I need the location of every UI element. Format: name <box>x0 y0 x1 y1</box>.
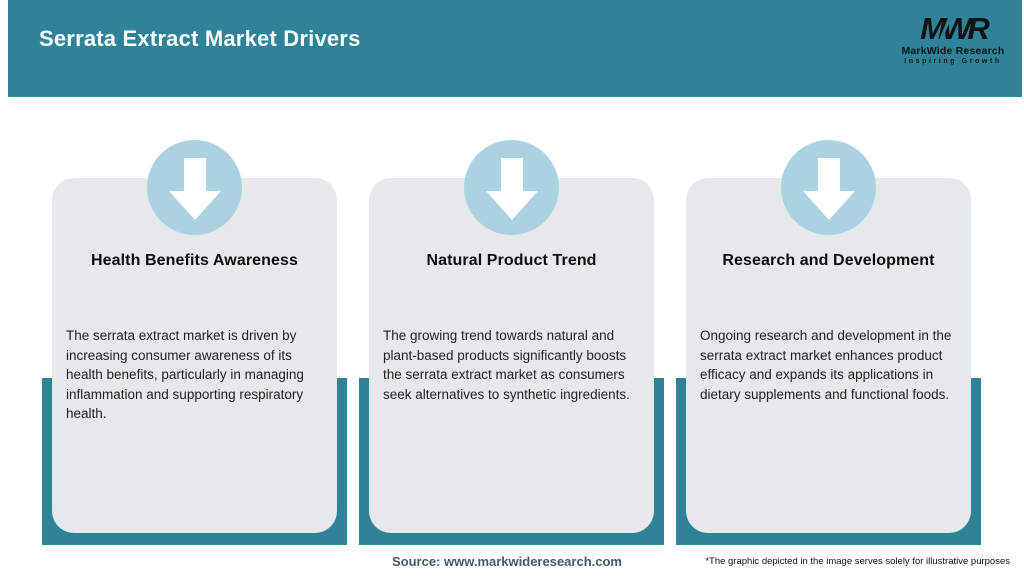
source-text: Source: www.markwideresearch.com <box>391 554 622 569</box>
header-bar: Serrata Extract Market Drivers MWR MarkW… <box>8 0 1022 97</box>
page-title: Serrata Extract Market Drivers <box>39 26 361 51</box>
down-arrow-icon <box>464 140 559 235</box>
markwide-research-logo: MWR MarkWide Research Inspiring Growth <box>898 13 1008 65</box>
card-body: Ongoing research and development in the … <box>700 328 952 402</box>
logo-acronym: MWR <box>920 11 990 46</box>
logo-tagline: Inspiring Growth <box>904 58 1002 65</box>
card-body: The growing trend towards natural and pl… <box>383 328 630 402</box>
card-title: Health Benefits Awareness <box>90 252 299 269</box>
card-title: Natural Product Trend <box>426 252 597 269</box>
driver-card: Research and Development Ongoing researc… <box>686 178 971 533</box>
driver-card-group-3: Research and Development Ongoing researc… <box>676 0 981 576</box>
driver-card: Natural Product Trend The growing trend … <box>369 178 654 533</box>
logo-company-name: MarkWide Research <box>901 45 1005 57</box>
driver-card-group-2: Natural Product Trend The growing trend … <box>359 0 664 576</box>
driver-card: Health Benefits Awareness The serrata ex… <box>52 178 337 533</box>
down-arrow-icon <box>781 140 876 235</box>
down-arrow-icon <box>147 140 242 235</box>
driver-card-group-1: Health Benefits Awareness The serrata ex… <box>42 0 347 576</box>
card-title: Research and Development <box>722 252 935 269</box>
card-body: The serrata extract market is driven by … <box>66 328 304 421</box>
disclaimer-text: *The graphic depicted in the image serve… <box>705 556 1010 567</box>
